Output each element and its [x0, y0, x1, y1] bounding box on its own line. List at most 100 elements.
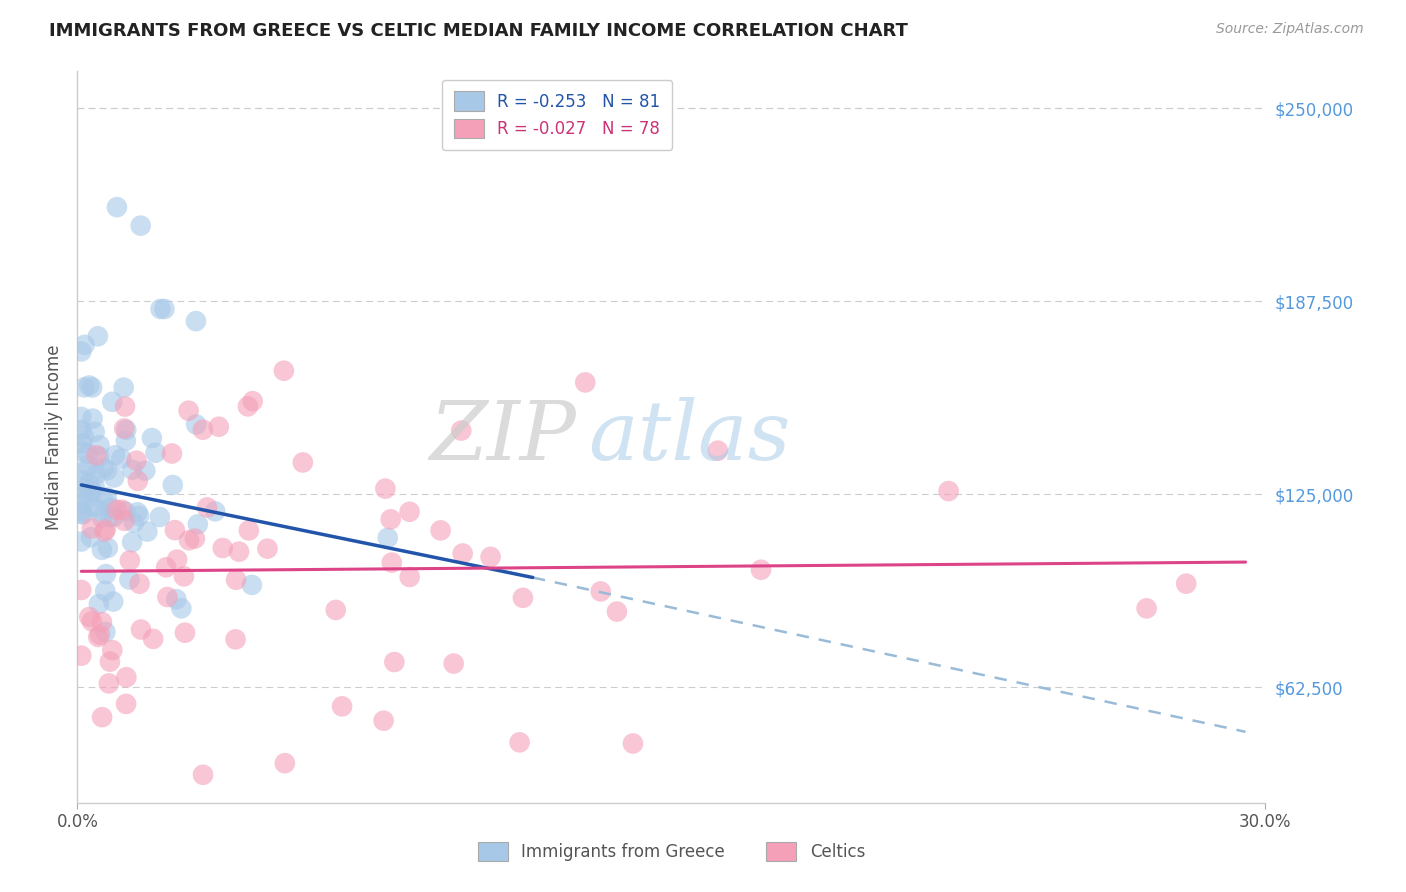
- Point: [128, 576, 150, 591]
- Point: [93, 460, 115, 475]
- Point: [101, 643, 124, 657]
- Point: [162, 478, 184, 492]
- Point: [105, 503, 128, 517]
- Point: [97, 541, 120, 555]
- Point: [373, 714, 395, 728]
- Point: [749, 563, 772, 577]
- Point: [70, 648, 93, 663]
- Point: [165, 592, 187, 607]
- Point: [121, 463, 143, 477]
- Point: [187, 517, 209, 532]
- Point: [429, 524, 451, 538]
- Point: [70, 436, 93, 450]
- Point: [86, 467, 108, 482]
- Point: [103, 594, 125, 608]
- Point: [134, 464, 156, 478]
- Point: [80, 530, 103, 544]
- Point: [707, 443, 730, 458]
- Point: [90, 542, 112, 557]
- Point: [75, 464, 97, 478]
- Point: [170, 601, 193, 615]
- Point: [80, 615, 103, 629]
- Point: [330, 699, 353, 714]
- Point: [83, 500, 105, 515]
- Point: [589, 584, 612, 599]
- Point: [104, 448, 127, 462]
- Point: [115, 697, 138, 711]
- Point: [127, 474, 149, 488]
- Point: [156, 590, 179, 604]
- Point: [87, 630, 110, 644]
- Point: [129, 219, 152, 233]
- Point: [211, 541, 233, 555]
- Point: [70, 444, 93, 458]
- Point: [291, 455, 314, 469]
- Point: [136, 524, 159, 539]
- Point: [512, 591, 534, 605]
- Point: [80, 521, 103, 535]
- Point: [509, 735, 531, 749]
- Legend: Immigrants from Greece, Celtics: Immigrants from Greece, Celtics: [471, 835, 872, 868]
- Point: [103, 470, 125, 484]
- Point: [380, 512, 402, 526]
- Point: [208, 419, 231, 434]
- Point: [83, 425, 105, 439]
- Point: [621, 737, 644, 751]
- Point: [1136, 601, 1159, 615]
- Point: [96, 490, 118, 504]
- Point: [451, 546, 474, 560]
- Point: [70, 409, 93, 424]
- Y-axis label: Median Family Income: Median Family Income: [45, 344, 63, 530]
- Point: [77, 378, 100, 392]
- Point: [382, 655, 405, 669]
- Point: [938, 484, 960, 499]
- Point: [103, 509, 125, 524]
- Point: [90, 504, 112, 518]
- Point: [114, 504, 136, 518]
- Point: [82, 411, 104, 425]
- Text: IMMIGRANTS FROM GREECE VS CELTIC MEDIAN FAMILY INCOME CORRELATION CHART: IMMIGRANTS FROM GREECE VS CELTIC MEDIAN …: [49, 22, 908, 40]
- Point: [256, 541, 278, 556]
- Point: [73, 380, 96, 394]
- Point: [91, 615, 114, 629]
- Point: [77, 489, 100, 503]
- Point: [184, 314, 207, 328]
- Point: [114, 400, 136, 414]
- Point: [77, 475, 100, 490]
- Point: [70, 504, 93, 518]
- Point: [122, 516, 145, 530]
- Point: [149, 510, 172, 524]
- Point: [174, 625, 197, 640]
- Point: [80, 483, 103, 498]
- Point: [112, 380, 135, 394]
- Point: [381, 556, 404, 570]
- Point: [112, 514, 135, 528]
- Point: [398, 505, 420, 519]
- Point: [242, 394, 264, 409]
- Point: [96, 463, 118, 477]
- Point: [87, 597, 110, 611]
- Point: [73, 338, 96, 352]
- Point: [160, 446, 183, 460]
- Point: [86, 448, 108, 462]
- Point: [91, 493, 114, 508]
- Point: [121, 535, 143, 549]
- Point: [325, 603, 347, 617]
- Point: [76, 447, 98, 461]
- Point: [94, 522, 117, 536]
- Point: [155, 560, 177, 574]
- Point: [166, 552, 188, 566]
- Point: [186, 417, 208, 432]
- Point: [177, 403, 200, 417]
- Text: Source: ZipAtlas.com: Source: ZipAtlas.com: [1216, 22, 1364, 37]
- Point: [443, 657, 465, 671]
- Point: [173, 569, 195, 583]
- Point: [94, 624, 117, 639]
- Point: [72, 488, 94, 502]
- Point: [89, 628, 111, 642]
- Point: [128, 508, 150, 523]
- Point: [70, 473, 93, 487]
- Point: [163, 523, 186, 537]
- Point: [70, 534, 93, 549]
- Point: [142, 632, 165, 646]
